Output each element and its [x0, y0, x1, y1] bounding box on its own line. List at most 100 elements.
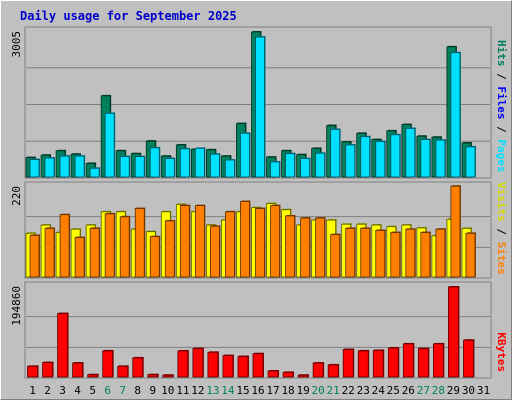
bar-kbytes-22: [342, 349, 354, 378]
bar-kbytes-24: [372, 350, 384, 378]
bar-kbytes-21: [327, 364, 339, 378]
axis-title-part: Hits: [495, 40, 508, 67]
axis-title-part: /: [495, 67, 508, 87]
x-tick-label-18: 18: [281, 384, 294, 397]
axis-title-part: Visits: [495, 182, 508, 222]
bar-sites-24: [375, 230, 386, 278]
bar-pages-16: [255, 36, 265, 178]
bar-pages-30: [465, 146, 476, 178]
bar-kbytes-19: [297, 374, 309, 378]
panel-mid-max-label: 220: [10, 186, 23, 206]
panel-bottom: 194860 KBytes: [10, 281, 508, 379]
bar-kbytes-7: [117, 365, 129, 378]
bar-sites-29: [450, 185, 461, 278]
bar-kbytes-15: [237, 356, 249, 378]
bar-sites-12: [194, 205, 205, 278]
bar-pages-9: [149, 147, 160, 178]
bar-pages-26: [405, 128, 416, 178]
x-tick-label-20: 20: [312, 384, 325, 397]
bar-sites-14: [225, 211, 235, 278]
axis-title-part: Pages: [495, 139, 508, 172]
panel-mid: 220 Visits / Sites: [10, 181, 508, 279]
panel-bottom-max-label: 194860: [10, 286, 23, 326]
bar-kbytes-9: [147, 374, 159, 378]
panel-bottom-axis-title: KBytes: [495, 332, 508, 372]
panel-top-max-label: 3005: [10, 31, 23, 58]
bar-pages-13: [210, 153, 220, 178]
bar-pages-1: [29, 159, 40, 178]
bar-pages-17: [270, 161, 280, 178]
x-tick-label-13: 13: [206, 384, 219, 397]
x-tick-label-30: 30: [462, 384, 475, 397]
panel-mid-axis-title: Visits / Sites: [495, 182, 508, 275]
x-tick-label-27: 27: [417, 384, 430, 397]
bar-pages-19: [300, 158, 310, 178]
bar-pages-8: [134, 156, 145, 178]
bar-sites-17: [270, 205, 280, 278]
bar-pages-25: [390, 134, 401, 178]
bar-kbytes-8: [132, 357, 144, 378]
x-tick-label-29: 29: [447, 384, 460, 397]
bar-sites-21: [330, 234, 341, 278]
x-tick-label-25: 25: [387, 384, 400, 397]
axis-title-part: Files: [495, 86, 508, 119]
series-kbytes: [27, 286, 475, 378]
bar-pages-21: [330, 129, 341, 178]
bar-kbytes-1: [27, 365, 38, 378]
bar-sites-28: [435, 228, 446, 278]
bar-sites-15: [240, 201, 250, 278]
bar-sites-5: [89, 227, 100, 278]
x-tick-label-8: 8: [134, 384, 141, 397]
x-tick-label-26: 26: [402, 384, 415, 397]
bar-sites-11: [179, 205, 190, 278]
bar-pages-22: [345, 144, 356, 178]
bar-sites-30: [465, 232, 476, 278]
bar-sites-6: [104, 213, 115, 278]
chart-title: Daily usage for September 2025: [20, 9, 237, 23]
bar-kbytes-25: [387, 347, 399, 378]
x-tick-label-21: 21: [327, 384, 340, 397]
x-tick-label-6: 6: [104, 384, 111, 397]
bar-sites-10: [164, 220, 175, 278]
bar-kbytes-4: [72, 362, 84, 378]
x-tick-label-3: 3: [59, 384, 66, 397]
bar-sites-20: [315, 217, 326, 278]
series-pages: [29, 36, 476, 178]
bar-pages-15: [240, 132, 250, 178]
x-tick-label-1: 1: [29, 384, 36, 397]
bar-sites-16: [255, 208, 265, 278]
bar-kbytes-20: [312, 362, 324, 378]
bar-kbytes-10: [162, 374, 174, 378]
bar-kbytes-29: [448, 286, 459, 378]
bar-pages-29: [450, 52, 461, 178]
bar-kbytes-27: [417, 348, 429, 378]
bar-kbytes-17: [267, 370, 279, 378]
bar-kbytes-5: [87, 374, 99, 378]
bar-kbytes-3: [57, 313, 68, 378]
bar-pages-12: [194, 147, 205, 178]
x-tick-label-9: 9: [149, 384, 156, 397]
bar-pages-3: [59, 155, 70, 178]
x-tick-label-5: 5: [89, 384, 96, 397]
bar-kbytes-16: [252, 353, 264, 378]
x-tick-label-2: 2: [44, 384, 51, 397]
bar-kbytes-11: [177, 350, 189, 378]
bar-sites-4: [74, 237, 85, 278]
bar-sites-13: [210, 225, 220, 278]
x-tick-label-11: 11: [176, 384, 189, 397]
axis-title-part: /: [495, 120, 508, 140]
bar-sites-3: [59, 214, 70, 278]
bar-sites-19: [300, 217, 310, 278]
bar-sites-25: [390, 232, 401, 278]
bar-pages-7: [119, 156, 130, 178]
bar-kbytes-18: [282, 371, 294, 378]
bar-kbytes-30: [463, 339, 474, 378]
bar-sites-7: [119, 216, 130, 278]
bar-kbytes-14: [222, 355, 234, 378]
bar-pages-2: [44, 157, 55, 178]
bar-kbytes-2: [42, 362, 53, 378]
bar-pages-20: [315, 152, 326, 178]
x-tick-label-17: 17: [266, 384, 279, 397]
bar-pages-10: [164, 158, 175, 178]
